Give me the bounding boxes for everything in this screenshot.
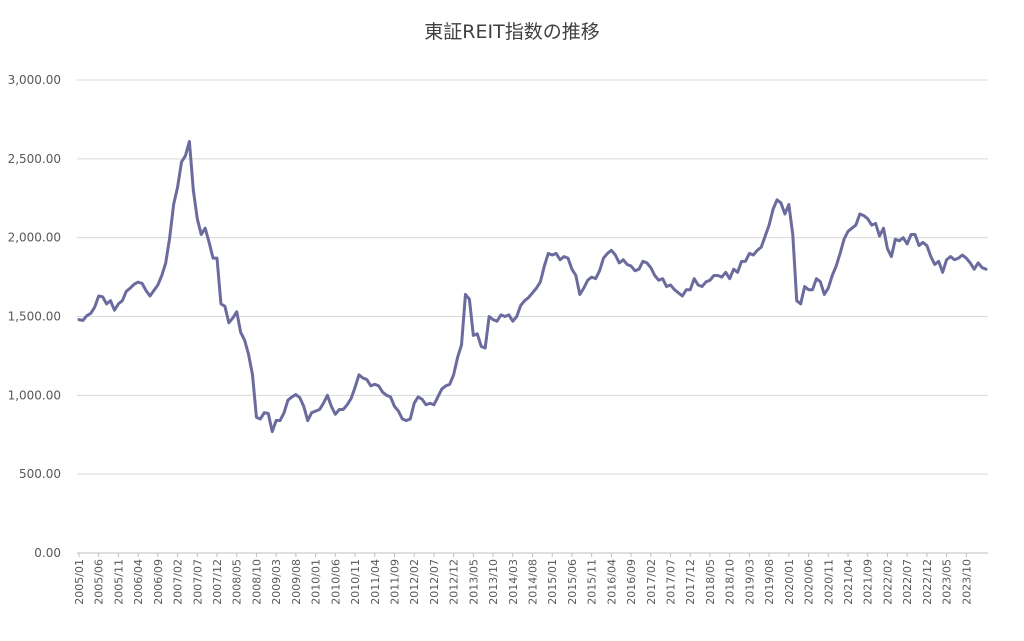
x-tick-label: 2009/03 <box>270 559 283 605</box>
x-tick-label: 2014/08 <box>527 559 540 605</box>
x-tick-label: 2019/08 <box>763 559 776 605</box>
series-layer <box>77 139 988 434</box>
x-tick-label: 2017/07 <box>665 559 678 605</box>
x-tick-label: 2017/02 <box>645 559 658 605</box>
x-tick-label: 2021/09 <box>862 559 875 605</box>
y-tick-label: 0.00 <box>34 546 61 560</box>
x-tick-label: 2020/06 <box>803 559 816 605</box>
x-tick-label: 2019/03 <box>743 559 756 605</box>
x-tick-label: 2021/04 <box>842 559 855 605</box>
x-tick-label: 2008/10 <box>250 559 263 605</box>
x-tick-label: 2017/12 <box>684 559 697 605</box>
x-tick-label: 2022/12 <box>921 559 934 605</box>
x-tick-label: 2018/10 <box>724 559 737 605</box>
series-line <box>77 139 988 434</box>
x-tick-label: 2013/05 <box>467 559 480 605</box>
y-tick-label: 2,000.00 <box>8 231 61 245</box>
x-tick-label: 2007/07 <box>191 559 204 605</box>
x-tick-label: 2022/07 <box>901 559 914 605</box>
x-tick-label: 2007/02 <box>172 559 185 605</box>
x-tick-label: 2012/12 <box>448 559 461 605</box>
x-tick-label: 2006/09 <box>152 559 165 605</box>
x-tick-label: 2012/07 <box>428 559 441 605</box>
y-tick-label: 2,500.00 <box>8 152 61 166</box>
x-tick-label: 2010/06 <box>329 559 342 605</box>
x-tick-label: 2006/04 <box>132 559 145 605</box>
x-tick-label: 2014/03 <box>507 559 520 605</box>
x-tick-label: 2020/01 <box>783 559 796 605</box>
x-tick-label: 2007/12 <box>211 559 224 605</box>
x-tick-label: 2016/09 <box>625 559 638 605</box>
x-tick-label: 2005/11 <box>112 559 125 605</box>
x-tick-label: 2022/02 <box>881 559 894 605</box>
y-tick-label: 3,000.00 <box>8 73 61 87</box>
x-tick-label: 2023/10 <box>960 559 973 605</box>
x-tick-label: 2015/11 <box>586 559 599 605</box>
x-tick-label: 2010/01 <box>310 559 323 605</box>
x-tick-label: 2020/11 <box>822 559 835 605</box>
x-tick-label: 2018/05 <box>704 559 717 605</box>
x-tick-label: 2011/04 <box>369 559 382 605</box>
chart-title: 東証REIT指数の推移 <box>424 21 599 43</box>
x-tick-label: 2013/10 <box>487 559 500 605</box>
x-axis-ticks: 2005/01 2005/06 2005/11 2006/04 2006/09 2007/… <box>73 559 973 605</box>
x-tick-label: 2015/01 <box>546 559 559 605</box>
x-tick-label: 2009/08 <box>290 559 303 605</box>
x-tick-label: 2005/01 <box>73 559 86 605</box>
x-tick-label: 2012/02 <box>408 559 421 605</box>
x-tick-label: 2008/05 <box>231 559 244 605</box>
x-tick-label: 2005/06 <box>93 559 106 605</box>
x-tick-label: 2016/04 <box>605 559 618 605</box>
x-tick-label: 2011/09 <box>388 559 401 605</box>
x-tick-label: 2023/05 <box>941 559 954 605</box>
y-axis-ticks: 0.00 500.00 1,000.00 1,500.00 2,000.00 2,500.… <box>8 73 61 560</box>
y-tick-label: 1,500.00 <box>8 310 61 324</box>
gridlines <box>77 79 988 557</box>
x-tick-label: 2010/11 <box>349 559 362 605</box>
y-tick-label: 500.00 <box>19 467 61 481</box>
y-tick-label: 1,000.00 <box>8 388 61 402</box>
x-tick-label: 2015/06 <box>566 559 579 605</box>
